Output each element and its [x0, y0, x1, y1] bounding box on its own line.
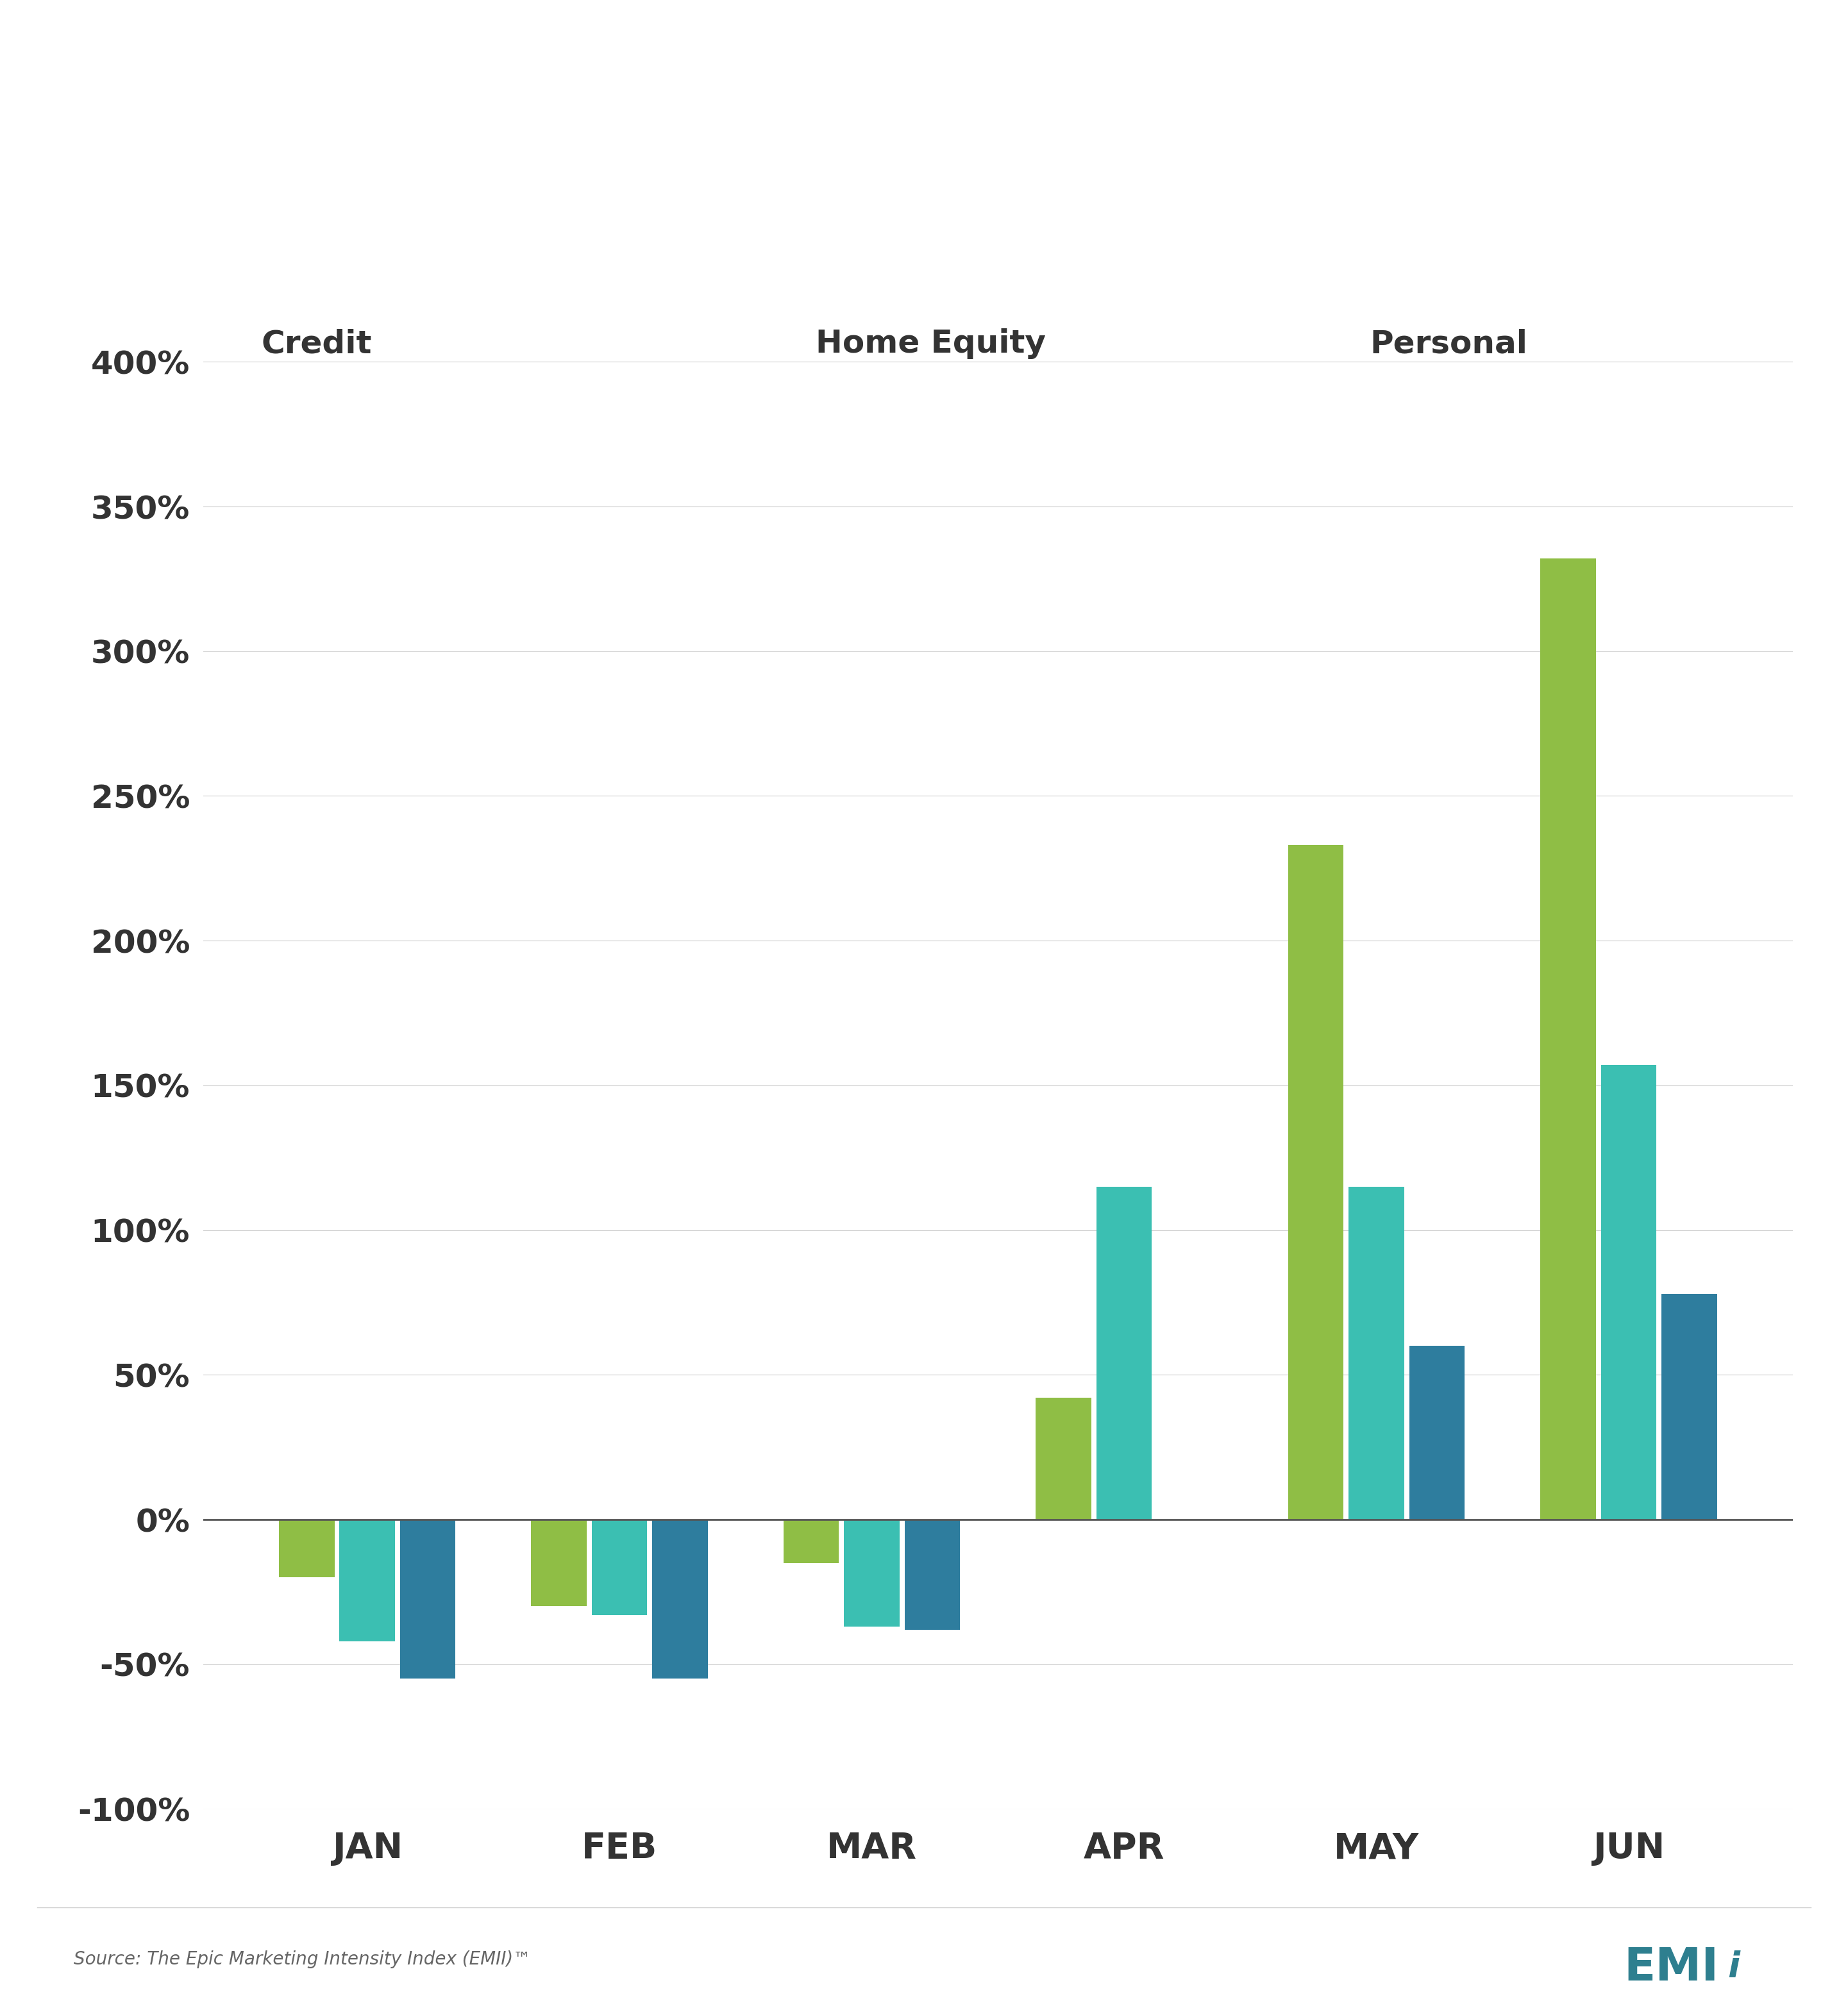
- Bar: [845, 1520, 900, 1626]
- Bar: [1539, 559, 1597, 1520]
- Bar: [340, 1520, 395, 1640]
- Bar: [1096, 1186, 1151, 1520]
- Text: i: i: [1728, 1950, 1741, 1986]
- Bar: [904, 1520, 961, 1630]
- Bar: [1349, 1186, 1404, 1520]
- Bar: [1410, 1347, 1465, 1520]
- Bar: [784, 1520, 839, 1564]
- Text: Credit
Cards: Credit Cards: [261, 328, 371, 396]
- Bar: [1600, 1065, 1656, 1520]
- Text: EMI: EMI: [1624, 1946, 1719, 1990]
- Text: Home Equity
LOC & Loan: Home Equity LOC & Loan: [815, 328, 1046, 396]
- Bar: [279, 1520, 334, 1578]
- Bar: [1035, 1399, 1092, 1520]
- Text: Personal
Loan: Personal Loan: [1369, 328, 1528, 396]
- Bar: [399, 1520, 456, 1678]
- Bar: [652, 1520, 708, 1678]
- Bar: [530, 1520, 586, 1606]
- Bar: [1288, 844, 1343, 1520]
- Bar: [591, 1520, 647, 1616]
- Bar: [1661, 1294, 1717, 1520]
- Text: Source: The Epic Marketing Intensity Index (EMII)™: Source: The Epic Marketing Intensity Ind…: [74, 1950, 530, 1968]
- Text: EST. YOY SPEND % CHANGE – 2021 MONTHLY VS 2020: EST. YOY SPEND % CHANGE – 2021 MONTHLY V…: [74, 48, 1308, 88]
